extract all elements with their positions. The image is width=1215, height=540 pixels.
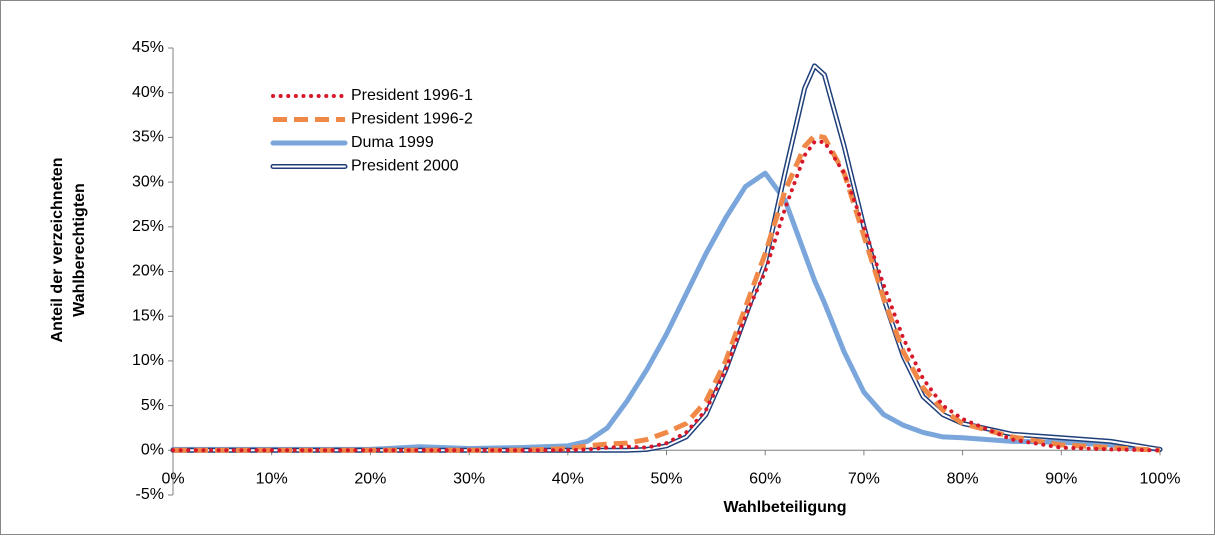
legend-label: Duma 1999 <box>351 134 434 151</box>
x-tick-label: 40% <box>552 471 584 488</box>
x-tick-label: 90% <box>1045 471 1077 488</box>
x-tick-label: 100% <box>1140 471 1181 488</box>
y-tick-label: 10% <box>132 352 164 369</box>
y-tick-label: 35% <box>132 129 164 146</box>
y-tick-label: 45% <box>132 39 164 56</box>
x-axis-label: Wahlbeteiligung <box>724 499 847 516</box>
y-tick-label: 30% <box>132 173 164 190</box>
y-axis-label: Anteil der verzeichneten Wahlberechtigte… <box>49 158 88 343</box>
legend-label: President 1996-1 <box>351 87 473 104</box>
legend-label: President 2000 <box>351 158 459 175</box>
y-tick-label: 5% <box>141 397 164 414</box>
y-tick-label: 0% <box>141 442 164 459</box>
y-axis-label-line: Wahlberechtigten <box>71 183 88 317</box>
x-tick-label: 0% <box>161 471 184 488</box>
x-tick-label: 50% <box>650 471 682 488</box>
y-tick-label: 40% <box>132 84 164 101</box>
x-tick-label: 60% <box>749 471 781 488</box>
y-axis-label-line: Anteil der verzeichneten <box>49 158 66 343</box>
series-line <box>173 133 1161 453</box>
y-tick-label: 15% <box>132 307 164 324</box>
x-tick-label: 20% <box>354 471 386 488</box>
y-tick-label: 25% <box>132 218 164 235</box>
x-tick-label: 80% <box>947 471 979 488</box>
y-tick-label: -5% <box>136 486 164 503</box>
legend-label: President 1996-2 <box>351 111 473 128</box>
x-tick-label: 70% <box>848 471 880 488</box>
series-line <box>170 170 1163 452</box>
series-line <box>171 139 1162 453</box>
y-tick-label: 20% <box>132 263 164 280</box>
x-tick-label: 30% <box>453 471 485 488</box>
x-tick-label: 10% <box>256 471 288 488</box>
